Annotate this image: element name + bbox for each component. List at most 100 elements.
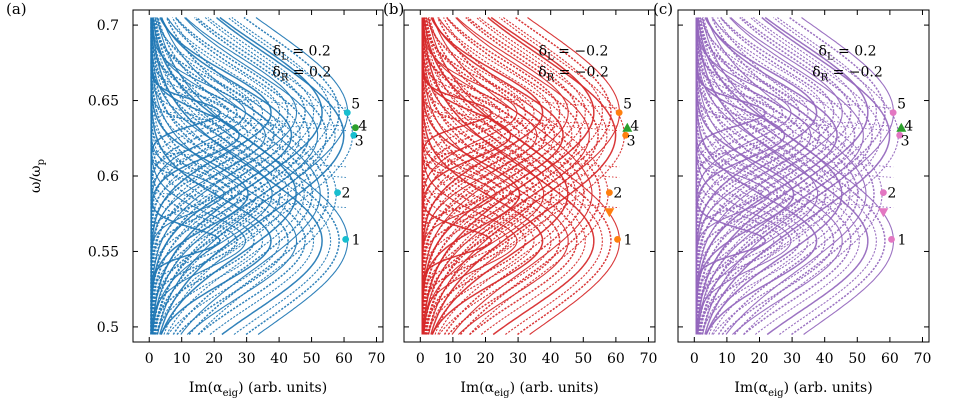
mode-marker <box>334 189 341 197</box>
data-curve <box>704 16 891 335</box>
x-tick-label: 50 <box>303 351 321 367</box>
x-tick-label: 40 <box>542 351 560 367</box>
data-curve <box>428 17 585 335</box>
delta-annotation: δL = 0.2 <box>273 43 331 62</box>
x-tick-label: 10 <box>718 351 736 367</box>
data-curves <box>421 16 625 336</box>
data-curve <box>151 17 289 335</box>
data-curve <box>430 16 617 335</box>
mode-label: 5 <box>351 97 360 113</box>
data-curve <box>695 17 792 335</box>
x-tick-label: 0 <box>416 351 425 367</box>
data-curve <box>701 17 895 335</box>
mode-label: 5 <box>623 97 632 113</box>
data-curve <box>421 17 552 335</box>
data-curve <box>443 17 609 335</box>
data-curve <box>152 17 332 335</box>
data-curve <box>421 17 510 335</box>
data-curve <box>150 17 301 335</box>
data-curve <box>695 17 843 335</box>
x-tick-label: 10 <box>444 351 462 367</box>
x-tick-label: 40 <box>270 351 288 367</box>
mode-marker <box>879 189 887 197</box>
data-curve <box>425 17 612 336</box>
data-curve <box>151 17 323 336</box>
delta-annotation: δL = 0.2 <box>819 43 877 62</box>
data-curve <box>150 17 289 335</box>
data-curve <box>150 17 306 336</box>
dotted-connector <box>697 92 894 109</box>
mode-marker <box>350 131 358 139</box>
data-curve <box>422 17 595 336</box>
data-curve <box>697 17 843 335</box>
data-curve <box>695 17 826 335</box>
data-curve <box>150 17 298 335</box>
y-tick-label: 0.7 <box>97 18 119 34</box>
data-curve <box>695 17 827 335</box>
data-curve <box>699 17 886 336</box>
mode-marker <box>352 124 359 132</box>
dotted-connector <box>152 92 348 109</box>
data-curve <box>152 17 297 335</box>
data-curve <box>695 17 829 335</box>
dotted-connector <box>423 192 620 209</box>
mode-label: 3 <box>901 133 910 149</box>
data-curve <box>695 17 835 335</box>
data-curve <box>152 17 319 335</box>
mode-label: 1 <box>624 232 633 248</box>
mode-label: 2 <box>887 186 896 202</box>
data-curve <box>695 17 847 335</box>
x-axis-label: Im(αeig) (arb. units) <box>189 380 327 399</box>
dotted-connector <box>152 151 348 168</box>
data-curve <box>421 17 527 335</box>
data-curve <box>421 17 561 335</box>
mode-marker <box>888 235 895 243</box>
x-tick-label: 20 <box>477 351 495 367</box>
x-tick-label: 0 <box>690 351 699 367</box>
x-tick-label: 60 <box>335 351 353 367</box>
panel-c: (c) 0 10 20 30 40 50 60 70 Im(αeig) (arb. units) δ… <box>653 0 931 399</box>
mode-marker <box>342 235 350 243</box>
delta-annotation: δR = −0.2 <box>538 64 609 83</box>
x-tick-label: 30 <box>509 351 527 367</box>
data-curve <box>151 17 315 335</box>
data-curves <box>150 16 354 336</box>
x-tick-label: 30 <box>238 351 256 367</box>
dotted-connector <box>152 115 348 132</box>
data-curve <box>151 17 310 335</box>
panel-tag: (b) <box>383 0 404 18</box>
data-curve <box>422 17 586 335</box>
data-curve <box>421 17 573 335</box>
mode-label: 4 <box>358 119 367 135</box>
mode-marker <box>604 208 615 218</box>
x-tick-label: 30 <box>783 351 801 367</box>
data-curve <box>432 17 593 335</box>
x-tick-label: 50 <box>574 351 592 367</box>
y-tick-label: 0.65 <box>88 94 119 110</box>
data-curve <box>150 17 284 335</box>
data-curve <box>150 17 281 335</box>
mode-marker <box>896 131 904 139</box>
mode-label: 2 <box>613 186 622 202</box>
dotted-connector <box>697 161 894 178</box>
data-curve <box>695 17 835 335</box>
data-curve <box>696 17 835 335</box>
data-curve <box>423 17 603 335</box>
dotted-connector <box>423 161 620 178</box>
data-curve <box>695 17 784 335</box>
x-tick-label: 70 <box>368 351 386 367</box>
data-curve <box>421 17 555 335</box>
data-curve <box>706 17 867 335</box>
y-tick-label: 0.55 <box>88 244 119 260</box>
data-curve <box>427 17 621 335</box>
data-curve <box>421 17 553 335</box>
mode-label: 4 <box>630 119 639 135</box>
mode-label: 5 <box>897 97 906 113</box>
dotted-connector <box>423 151 620 168</box>
mode-marker <box>622 131 630 139</box>
x-tick-label: 0 <box>145 351 154 367</box>
data-curve <box>422 17 561 335</box>
mode-marker <box>614 235 621 243</box>
dotted-connector <box>697 110 894 127</box>
